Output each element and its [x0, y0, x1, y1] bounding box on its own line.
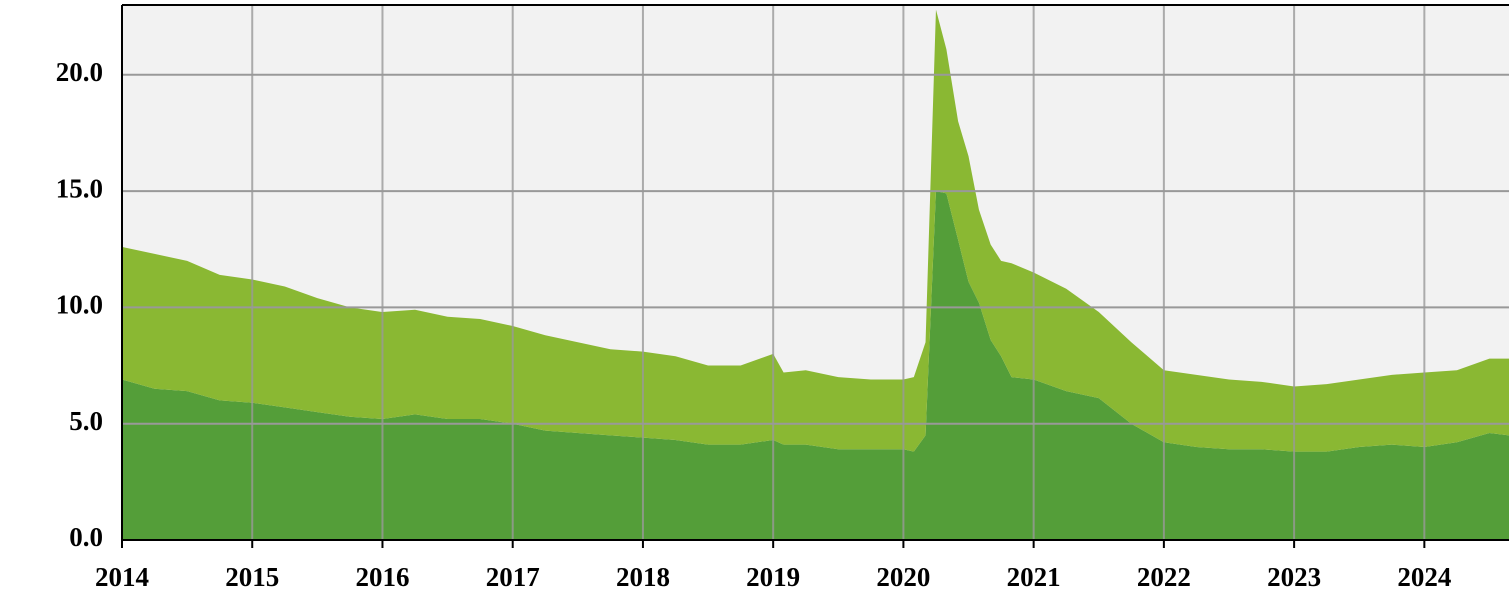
x-tick-label: 2014 — [95, 562, 149, 592]
x-tick-label: 2019 — [746, 562, 800, 592]
x-tick-label: 2018 — [616, 562, 670, 592]
y-tick-label: 5.0 — [69, 406, 103, 436]
y-tick-label: 0.0 — [69, 522, 103, 552]
x-tick-label: 2017 — [486, 562, 540, 592]
x-tick-label: 2021 — [1007, 562, 1061, 592]
y-tick-label: 10.0 — [56, 290, 103, 320]
x-tick-label: 2023 — [1267, 562, 1321, 592]
y-tick-label: 15.0 — [56, 173, 103, 203]
y-tick-label: 20.0 — [56, 57, 103, 87]
x-tick-label: 2020 — [876, 562, 930, 592]
x-tick-label: 2024 — [1397, 562, 1451, 592]
area — [122, 9, 1509, 452]
x-tick-label: 2015 — [225, 562, 279, 592]
area — [122, 191, 1509, 540]
x-tick-label: 2022 — [1137, 562, 1191, 592]
x-tick-label: 2016 — [355, 562, 409, 592]
